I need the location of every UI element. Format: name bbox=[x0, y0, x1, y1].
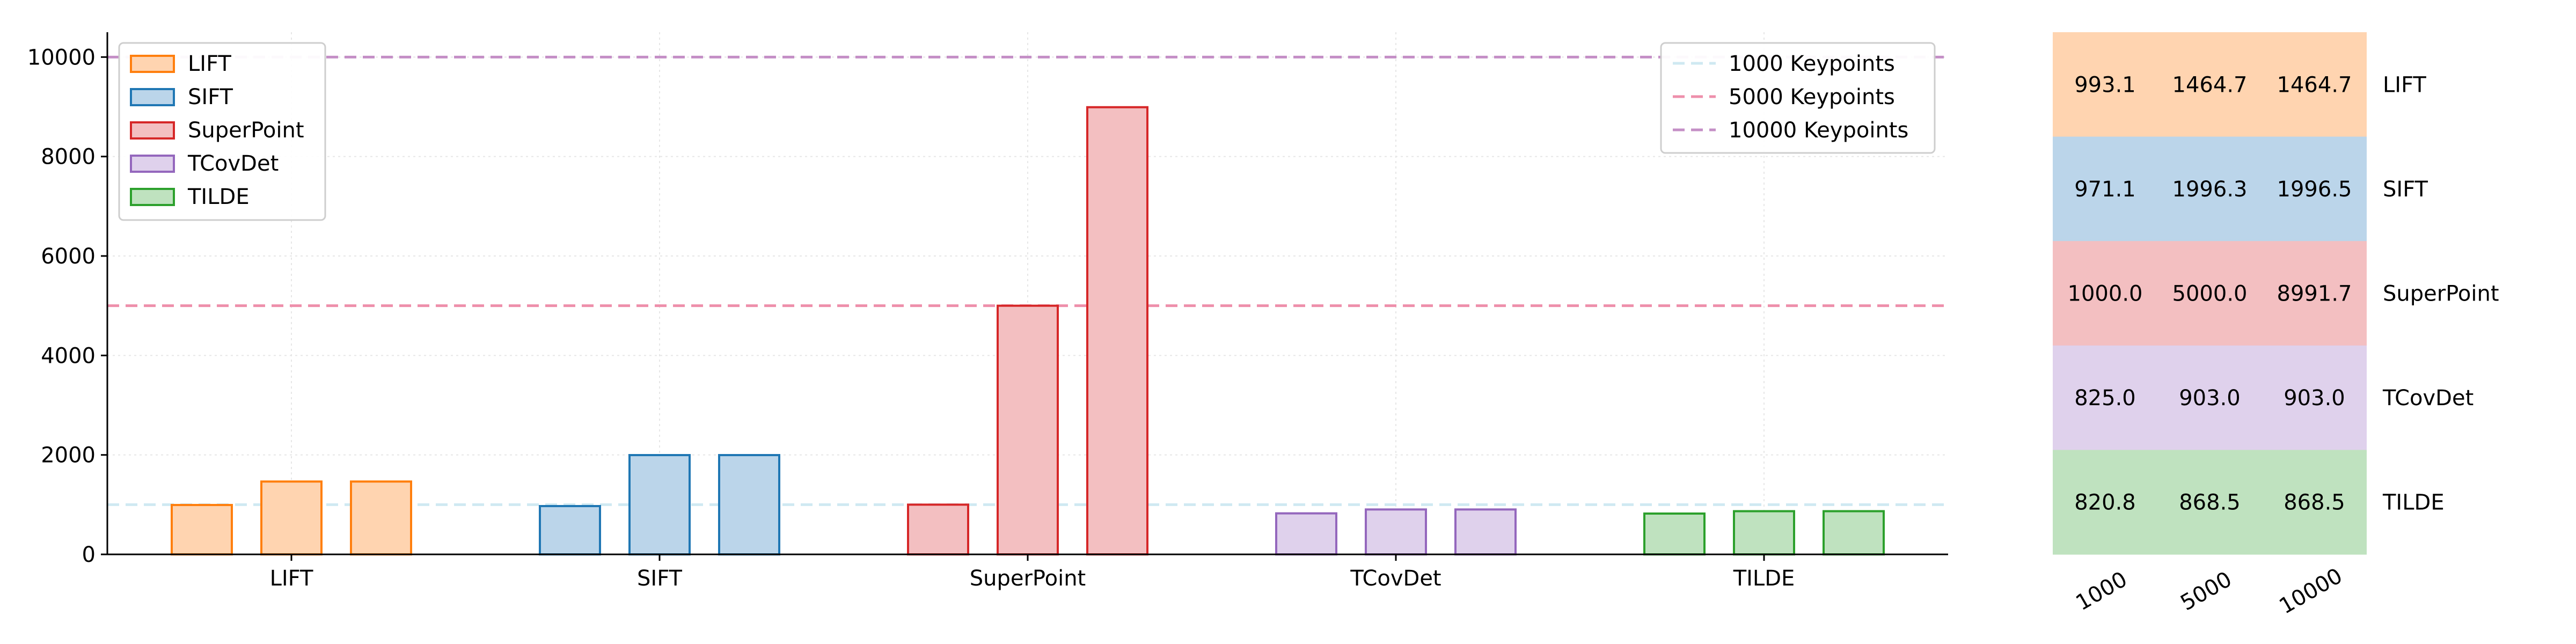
table-cell: 993.1 bbox=[2074, 72, 2136, 97]
bars bbox=[171, 106, 1885, 556]
bar bbox=[628, 454, 691, 555]
bar bbox=[1733, 510, 1795, 555]
bar bbox=[997, 304, 1059, 556]
table-cell: 1464.7 bbox=[2277, 72, 2352, 97]
legend-label: 10000 Keypoints bbox=[1729, 118, 1908, 143]
table-row-label: SIFT bbox=[2383, 177, 2428, 202]
table-cell: 903.0 bbox=[2284, 386, 2345, 411]
table-row-label: SuperPoint bbox=[2383, 282, 2499, 306]
x-tick-label: SuperPoint bbox=[970, 566, 1086, 591]
keypoint-legend: 1000 Keypoints 5000 Keypoints 10000 Keypoi… bbox=[1660, 42, 1936, 154]
bar bbox=[1454, 508, 1517, 556]
bar bbox=[539, 505, 601, 556]
table-cell: 825.0 bbox=[2074, 386, 2136, 411]
legend-label: TCovDet bbox=[187, 151, 279, 176]
bar bbox=[1086, 106, 1148, 556]
legend-swatch bbox=[130, 121, 175, 140]
legend-swatch bbox=[130, 188, 175, 206]
legend-frame bbox=[1660, 42, 1936, 154]
table-column-label: 1000 bbox=[2072, 567, 2131, 616]
x-tick-label: TCovDet bbox=[1350, 566, 1441, 591]
legend-label: 1000 Keypoints bbox=[1729, 52, 1895, 76]
legend-label: 5000 Keypoints bbox=[1729, 85, 1895, 109]
legend-label: SuperPoint bbox=[188, 118, 304, 143]
y-tick-label: 10000 bbox=[27, 45, 96, 70]
bar bbox=[171, 503, 233, 555]
table-row-label: TILDE bbox=[2382, 491, 2445, 515]
legend-swatch bbox=[130, 155, 175, 173]
y-tick-label: 6000 bbox=[41, 244, 96, 269]
table-cell: 903.0 bbox=[2179, 386, 2241, 411]
x-tick-label: TILDE bbox=[1733, 566, 1795, 591]
bar bbox=[1643, 512, 1706, 556]
legend-label: SIFT bbox=[188, 85, 233, 109]
table-cell: 1996.5 bbox=[2277, 177, 2352, 202]
table-cell: 971.1 bbox=[2074, 177, 2136, 202]
legend-swatch bbox=[130, 55, 175, 73]
axes: LIFT SIFT SuperPoint TCovDet TILDE 0 2000 4000 6… bbox=[27, 32, 1948, 591]
legend-label: TILDE bbox=[187, 185, 250, 209]
bar bbox=[718, 453, 780, 556]
table-cell: 8991.7 bbox=[2277, 282, 2352, 306]
y-tick-label: 8000 bbox=[41, 145, 96, 170]
legend-frame bbox=[118, 42, 326, 221]
bar bbox=[1823, 510, 1885, 555]
table-cell: 820.8 bbox=[2074, 491, 2136, 515]
table-column-label: 5000 bbox=[2176, 567, 2236, 616]
table-cell: 868.5 bbox=[2284, 491, 2345, 515]
table-row-label: TCovDet bbox=[2382, 386, 2473, 411]
bar bbox=[1365, 508, 1427, 556]
y-tick-label: 4000 bbox=[41, 343, 96, 368]
x-tick-label: SIFT bbox=[637, 566, 682, 591]
table-cell: 1000.0 bbox=[2068, 282, 2143, 306]
table-row-band bbox=[2053, 136, 2367, 241]
bar bbox=[1275, 512, 1337, 555]
value-table: 993.1 1464.7 1464.7 LIFT 971.1 1996.3 1996.5 SI… bbox=[2053, 32, 2499, 619]
bar bbox=[350, 480, 412, 555]
method-legend: LIFT SIFT SuperPoint TCovDet TILDE bbox=[118, 42, 326, 221]
y-tick-label: 2000 bbox=[41, 443, 96, 468]
bar bbox=[907, 503, 969, 555]
bar bbox=[260, 480, 323, 555]
table-cell: 1996.3 bbox=[2172, 177, 2248, 202]
table-row-band bbox=[2053, 241, 2367, 346]
table-row-label: LIFT bbox=[2383, 72, 2426, 97]
legend-swatch bbox=[130, 88, 175, 106]
table-cell: 1464.7 bbox=[2172, 72, 2248, 97]
x-tick-label: LIFT bbox=[270, 566, 313, 591]
table-cell: 868.5 bbox=[2179, 491, 2241, 515]
table-row-band bbox=[2053, 32, 2367, 137]
table-row-band bbox=[2053, 450, 2367, 555]
legend-label: LIFT bbox=[188, 52, 231, 76]
table-row-band bbox=[2053, 345, 2367, 450]
table-column-label: 10000 bbox=[2275, 564, 2346, 619]
table-cell: 5000.0 bbox=[2172, 282, 2248, 306]
y-tick-label: 0 bbox=[82, 543, 96, 567]
